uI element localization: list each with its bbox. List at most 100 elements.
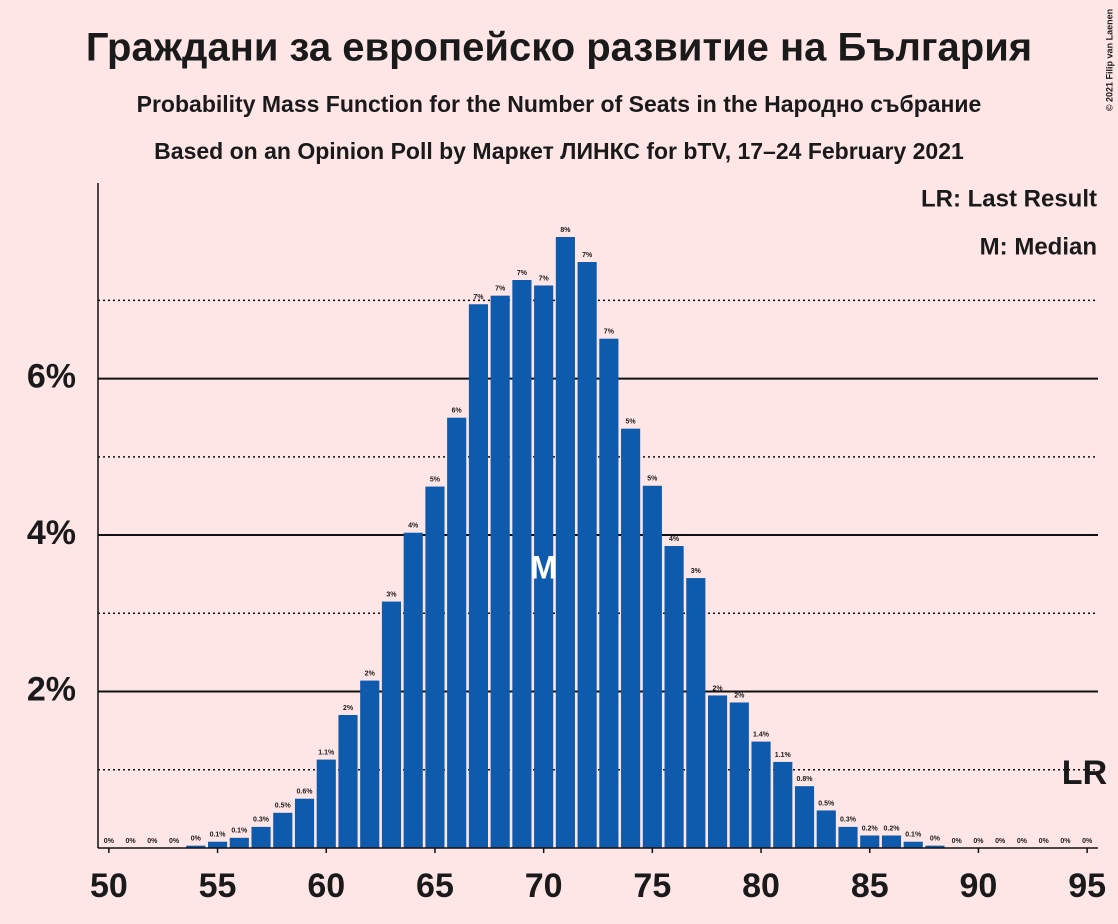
value-label: 0% bbox=[191, 835, 202, 842]
value-label: 5% bbox=[430, 476, 441, 483]
bar bbox=[273, 812, 293, 848]
value-label: 2% bbox=[365, 670, 376, 677]
bar bbox=[490, 295, 510, 848]
value-label: 0% bbox=[952, 838, 963, 845]
value-label: 4% bbox=[408, 523, 419, 530]
value-label: 7% bbox=[539, 275, 550, 282]
x-tick-label: 55 bbox=[199, 867, 237, 905]
bar bbox=[751, 741, 771, 848]
last-result-marker: LR bbox=[1062, 754, 1107, 792]
x-tick-label: 50 bbox=[90, 867, 128, 905]
bar bbox=[708, 695, 728, 848]
median-marker: M bbox=[530, 549, 557, 585]
value-label: 7% bbox=[517, 270, 528, 277]
value-label: 0% bbox=[930, 835, 941, 842]
value-label: 0.8% bbox=[797, 776, 814, 783]
x-tick-label: 90 bbox=[960, 867, 998, 905]
bar bbox=[338, 715, 358, 848]
value-label: 2% bbox=[343, 705, 354, 712]
value-label: 0% bbox=[104, 838, 115, 845]
bar bbox=[664, 546, 684, 848]
bar bbox=[447, 417, 467, 848]
value-label: 0.6% bbox=[297, 789, 314, 796]
bar bbox=[186, 845, 206, 848]
value-label: 0% bbox=[1017, 838, 1028, 845]
x-tick-label: 65 bbox=[416, 867, 454, 905]
bar bbox=[621, 428, 641, 848]
value-label: 1.1% bbox=[318, 749, 335, 756]
bar bbox=[534, 285, 554, 848]
value-label: 0.1% bbox=[231, 828, 248, 835]
value-label: 2% bbox=[713, 685, 724, 692]
bar bbox=[577, 262, 597, 848]
x-tick-label: 75 bbox=[633, 867, 671, 905]
bar bbox=[816, 810, 836, 848]
value-label: 7% bbox=[473, 294, 484, 301]
legend-entry: M: Median bbox=[980, 233, 1097, 260]
value-label: 0.5% bbox=[275, 803, 292, 810]
bar bbox=[773, 761, 793, 848]
bar bbox=[208, 841, 228, 848]
value-label: 0.5% bbox=[818, 800, 835, 807]
value-label: 7% bbox=[495, 286, 506, 293]
value-label: 5% bbox=[647, 476, 658, 483]
x-tick-label: 70 bbox=[525, 867, 563, 905]
value-label: 0% bbox=[1060, 838, 1071, 845]
bar bbox=[381, 601, 402, 848]
y-tick-label: 6% bbox=[27, 358, 76, 396]
bar bbox=[925, 845, 945, 848]
value-label: 2% bbox=[734, 692, 745, 699]
bar bbox=[599, 338, 619, 848]
y-tick-label: 2% bbox=[27, 671, 76, 709]
value-label: 0.2% bbox=[862, 825, 879, 832]
bar bbox=[229, 837, 249, 848]
bar bbox=[794, 786, 815, 848]
value-label: 0% bbox=[995, 838, 1006, 845]
value-label: 0% bbox=[147, 838, 158, 845]
value-label: 0.1% bbox=[210, 832, 227, 839]
value-label: 0% bbox=[169, 838, 180, 845]
value-label: 4% bbox=[669, 536, 680, 543]
value-label: 0% bbox=[973, 838, 984, 845]
x-tick-label: 85 bbox=[851, 867, 889, 905]
bar bbox=[686, 578, 706, 848]
value-label: 5% bbox=[626, 419, 637, 426]
bar bbox=[860, 835, 880, 848]
x-tick-label: 60 bbox=[307, 867, 345, 905]
x-tick-label: 80 bbox=[742, 867, 780, 905]
value-label: 0.2% bbox=[883, 825, 900, 832]
value-label: 3% bbox=[691, 568, 702, 575]
chart-subtitle: Based on an Opinion Poll by Маркет ЛИНКС… bbox=[154, 138, 964, 164]
bar bbox=[555, 236, 575, 848]
value-label: 0% bbox=[1039, 838, 1050, 845]
chart-subtitle: Probability Mass Function for the Number… bbox=[137, 91, 982, 117]
bar bbox=[512, 280, 532, 848]
legend-entry: LR: Last Result bbox=[921, 185, 1097, 212]
bar bbox=[642, 485, 662, 848]
value-label: 0% bbox=[126, 838, 137, 845]
value-label: 1.4% bbox=[753, 731, 770, 738]
bar bbox=[468, 304, 488, 848]
bar bbox=[403, 532, 423, 848]
chart-title: Граждани за европейско развитие на Бълга… bbox=[86, 26, 1032, 70]
value-label: 0.3% bbox=[253, 817, 270, 824]
bar bbox=[316, 759, 336, 848]
value-label: 3% bbox=[386, 591, 397, 598]
x-tick-label: 95 bbox=[1068, 867, 1106, 905]
value-label: 6% bbox=[452, 408, 463, 415]
bar bbox=[360, 680, 380, 848]
bar bbox=[729, 702, 749, 848]
value-label: 7% bbox=[582, 252, 593, 259]
bar bbox=[294, 798, 315, 848]
bar bbox=[425, 486, 445, 848]
value-label: 7% bbox=[604, 329, 615, 336]
bar bbox=[251, 826, 271, 848]
value-label: 0.3% bbox=[840, 817, 857, 824]
bar bbox=[881, 835, 902, 848]
copyright: © 2021 Filip van Laenen bbox=[1104, 9, 1114, 111]
value-label: 0.1% bbox=[905, 832, 922, 839]
value-label: 0% bbox=[1082, 838, 1093, 845]
bar bbox=[903, 841, 923, 848]
value-label: 8% bbox=[560, 227, 571, 234]
